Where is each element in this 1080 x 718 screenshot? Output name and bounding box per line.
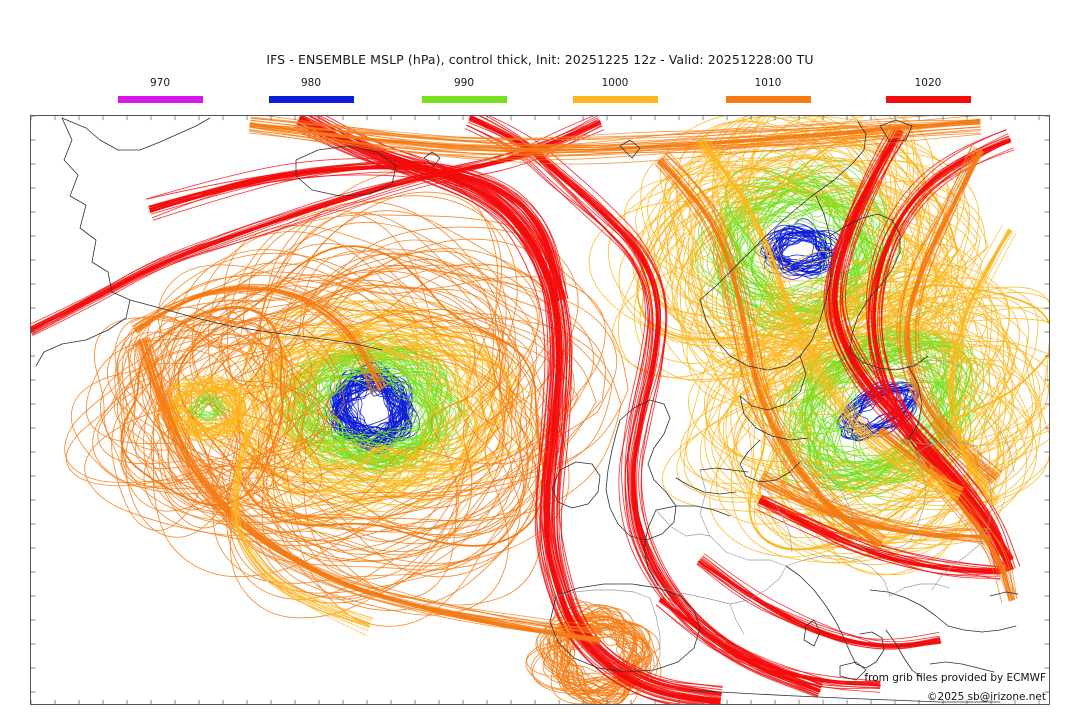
frame-ticks bbox=[31, 116, 1049, 704]
page-title: IFS - ENSEMBLE MSLP (hPa), control thick… bbox=[266, 52, 814, 67]
legend-item-1000: 1000 bbox=[545, 76, 685, 103]
legend-swatch-990 bbox=[421, 96, 507, 103]
legend-label: 1000 bbox=[601, 77, 629, 89]
legend-swatch-980 bbox=[268, 96, 354, 103]
legend-swatch-1010 bbox=[725, 96, 811, 103]
legend-item-990: 990 bbox=[394, 76, 534, 103]
legend-label: 990 bbox=[453, 77, 475, 89]
legend-label: 1020 bbox=[914, 77, 942, 89]
geography-layer bbox=[35, 117, 1019, 703]
legend-swatch-970 bbox=[117, 96, 203, 103]
legend-item-970: 970 bbox=[90, 76, 230, 103]
legend-item-1020: 1020 bbox=[858, 76, 998, 103]
legend-label: 1010 bbox=[754, 77, 782, 89]
copyright-credit: ©2025 sb@irizone.net bbox=[927, 691, 1046, 703]
map-panel[interactable] bbox=[30, 115, 1050, 705]
legend-swatch-1020 bbox=[885, 96, 971, 103]
legend-label: 980 bbox=[300, 77, 322, 89]
ensemble-contour-layer bbox=[31, 116, 1049, 704]
legend-item-1010: 1010 bbox=[698, 76, 838, 103]
legend-swatch-1000 bbox=[572, 96, 658, 103]
source-credit: from grib files provided by ECMWF bbox=[864, 672, 1046, 684]
legend-label: 970 bbox=[149, 77, 171, 89]
legend-item-980: 980 bbox=[241, 76, 381, 103]
mslp-spaghetti-plot bbox=[31, 116, 1049, 704]
pressure-legend: 970 980 990 1000 1010 1020 bbox=[0, 76, 1080, 108]
